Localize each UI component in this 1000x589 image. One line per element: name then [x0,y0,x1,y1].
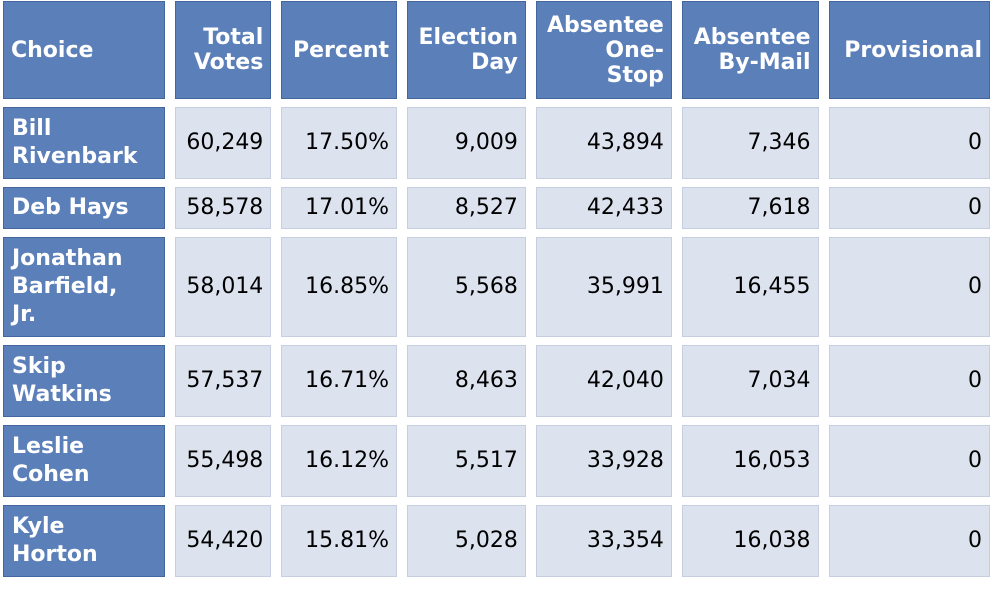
provisional-cell: 0 [828,505,990,577]
absentee-one-stop-cell: 35,991 [535,237,672,337]
provisional-cell: 0 [828,107,990,179]
election-day-cell: 5,028 [407,505,526,577]
choice-line: Deb Hays [12,195,129,220]
provisional-cell: 0 [828,425,990,497]
provisional-cell: 0 [828,187,990,229]
header-line: Choice [11,37,94,63]
percent-cell: 16.71% [281,345,398,417]
choice-line: Jonathan [12,246,123,271]
election-day-cell: 5,517 [407,425,526,497]
header-absentee-by-mail: Absentee By-Mail [681,1,819,99]
choice-cell: Skip Watkins [3,345,165,417]
choice-line: Rivenbark [12,144,138,169]
header-line: Day [471,50,518,75]
choice-line: Kyle [12,514,65,539]
provisional-cell: 0 [828,237,990,337]
election-day-cell: 5,568 [407,237,526,337]
table-row: Kyle Horton 54,420 15.81% 5,028 33,354 1… [3,505,990,577]
table-row: Leslie Cohen 55,498 16.12% 5,517 33,928 … [3,425,990,497]
header-line: Absentee [547,12,664,38]
table-row: Jonathan Barfield, Jr. 58,014 16.85% 5,5… [3,237,990,337]
header-line: By-Mail [718,50,811,75]
choice-cell: Jonathan Barfield, Jr. [3,237,165,337]
header-line: Votes [193,50,264,75]
header-line: Percent [293,37,390,63]
choice-line: Horton [12,542,98,567]
provisional-cell: 0 [828,345,990,417]
absentee-by-mail-cell: 7,034 [681,345,819,417]
absentee-by-mail-cell: 7,346 [681,107,819,179]
table-row: Deb Hays 58,578 17.01% 8,527 42,433 7,61… [3,187,990,229]
percent-cell: 15.81% [281,505,398,577]
choice-line: Watkins [12,382,112,407]
absentee-one-stop-cell: 42,040 [535,345,672,417]
header-percent: Percent [281,1,398,99]
choice-line: Bill [12,116,52,141]
choice-line: Jr. [12,302,37,327]
header-line: Total [203,25,264,50]
total-votes-cell: 58,014 [174,237,272,337]
percent-cell: 16.12% [281,425,398,497]
election-day-cell: 9,009 [407,107,526,179]
percent-cell: 17.50% [281,107,398,179]
choice-cell: Leslie Cohen [3,425,165,497]
election-day-cell: 8,463 [407,345,526,417]
absentee-one-stop-cell: 43,894 [535,107,672,179]
absentee-by-mail-cell: 16,038 [681,505,819,577]
absentee-by-mail-cell: 7,618 [681,187,819,229]
header-provisional: Provisional [828,1,990,99]
header-election-day: Election Day [407,1,526,99]
header-line: Absentee [693,25,811,50]
total-votes-cell: 57,537 [174,345,272,417]
choice-line: Skip [12,354,66,379]
absentee-by-mail-cell: 16,053 [681,425,819,497]
header-line: One- [605,37,664,63]
header-line: Provisional [844,37,982,63]
choice-cell: Kyle Horton [3,505,165,577]
percent-cell: 16.85% [281,237,398,337]
election-day-cell: 8,527 [407,187,526,229]
percent-cell: 17.01% [281,187,398,229]
absentee-one-stop-cell: 33,354 [535,505,672,577]
header-total-votes: Total Votes [174,1,272,99]
table-row: Bill Rivenbark 60,249 17.50% 9,009 43,89… [3,107,990,179]
header-absentee-one-stop: Absentee One- Stop [535,1,672,99]
header-line: Stop [606,62,664,88]
choice-line: Barfield, [12,274,118,299]
header-row: Choice Total Votes Percent Election Day … [3,1,990,99]
choice-line: Cohen [12,462,90,487]
choice-cell: Bill Rivenbark [3,107,165,179]
absentee-by-mail-cell: 16,455 [681,237,819,337]
total-votes-cell: 60,249 [174,107,272,179]
total-votes-cell: 54,420 [174,505,272,577]
choice-line: Leslie [12,434,85,459]
absentee-one-stop-cell: 33,928 [535,425,672,497]
total-votes-cell: 58,578 [174,187,272,229]
choice-cell: Deb Hays [3,187,165,229]
header-choice: Choice [3,1,165,99]
table-row: Skip Watkins 57,537 16.71% 8,463 42,040 … [3,345,990,417]
absentee-one-stop-cell: 42,433 [535,187,672,229]
total-votes-cell: 55,498 [174,425,272,497]
header-line: Election [418,25,518,50]
